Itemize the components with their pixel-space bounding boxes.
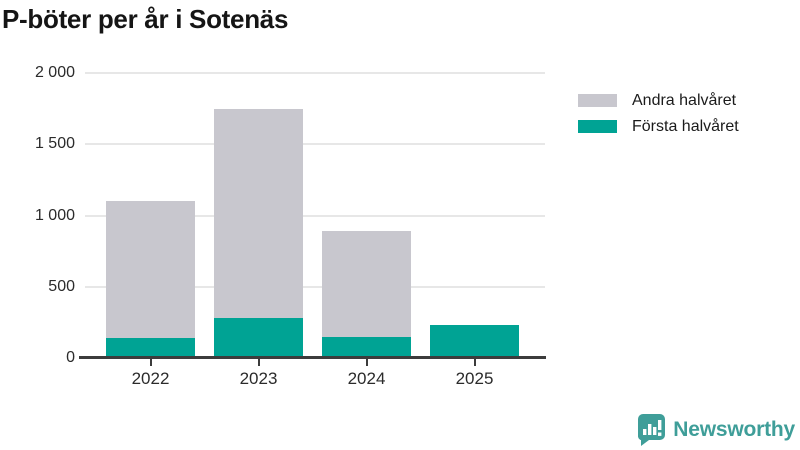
legend: Andra halvåret Första halvåret <box>578 92 739 144</box>
x-tick-label: 2025 <box>455 369 494 388</box>
newsworthy-wordmark: Newsworthy <box>673 417 795 441</box>
bar-2024 <box>322 73 411 358</box>
x-axis-line <box>79 356 546 359</box>
bar-segment <box>214 318 303 358</box>
x-tick-label: 2023 <box>239 369 278 388</box>
legend-label: Första halvåret <box>632 117 739 135</box>
gridline <box>85 72 545 74</box>
newsworthy-logo-icon <box>635 413 666 446</box>
y-tick-label: 1 000 <box>34 206 75 224</box>
y-tick-label: 500 <box>48 277 75 295</box>
x-tick-mark <box>365 359 368 366</box>
gridline <box>85 285 545 288</box>
legend-item: Andra halvåret <box>578 92 739 109</box>
bar-segment <box>106 201 195 339</box>
bar-segment <box>322 231 411 337</box>
legend-item: Första halvåret <box>578 118 739 135</box>
x-tick-mark <box>257 359 260 366</box>
x-tick-label: 2024 <box>347 369 386 388</box>
x-tick-label: 2022 <box>131 369 170 388</box>
bar-segment <box>106 338 195 358</box>
legend-swatch <box>578 94 617 107</box>
bar-2023 <box>214 73 303 358</box>
bar-segment <box>322 336 411 358</box>
y-tick-label: 0 <box>66 349 75 366</box>
x-tick-mark <box>149 359 152 366</box>
plot-area <box>85 72 545 358</box>
y-tick-label: 1 500 <box>34 135 75 153</box>
bar-2022 <box>106 73 195 358</box>
bar-segment <box>214 108 303 319</box>
y-tick-label: 2 000 <box>34 64 75 81</box>
chart-title: P-böter per år i Sotenäs <box>2 4 289 34</box>
x-tick-mark <box>473 359 476 366</box>
legend-label: Andra halvåret <box>632 91 737 109</box>
bar-2025 <box>430 73 519 358</box>
gridline <box>85 143 545 146</box>
newsworthy-logo-link[interactable]: Newsworthy <box>635 413 795 446</box>
gridline <box>85 214 545 217</box>
legend-swatch <box>578 120 617 133</box>
bar-segment <box>430 325 519 358</box>
